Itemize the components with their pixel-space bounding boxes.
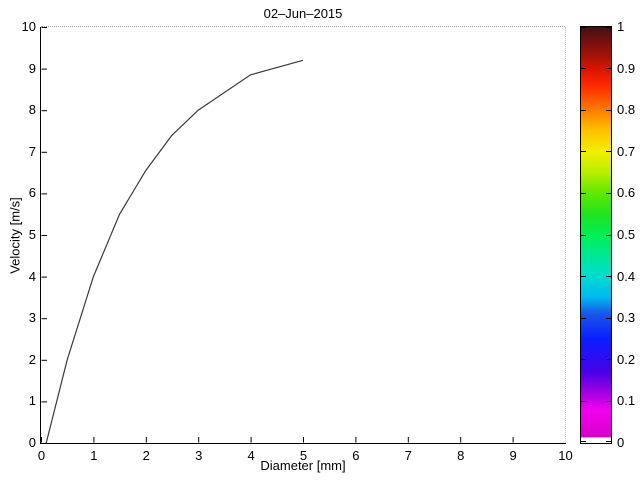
- colorbar-tick-label: 0.7: [617, 143, 636, 159]
- colorbar-tick-mark: [606, 317, 611, 319]
- colorbar-tick-mark: [606, 359, 611, 361]
- colorbar-tick-mark: [606, 27, 611, 28]
- plot-title: 02–Jun–2015: [263, 6, 343, 21]
- colorbar-tick-label: 1: [617, 19, 625, 34]
- colorbar-tick-label: 0.2: [617, 351, 636, 367]
- colorbar-tick-label: 0.6: [617, 185, 636, 201]
- colorbar-tick-mark: [581, 234, 586, 236]
- colorbar-tick-mark: [581, 151, 586, 153]
- colorbar-tick-mark: [606, 68, 611, 70]
- plot-area: [41, 27, 514, 443]
- colorbar-tick-mark: [581, 192, 586, 194]
- colorbar-tick-mark: [606, 234, 611, 236]
- x-axis-label: Diameter [mm]: [260, 458, 346, 473]
- colorbar-tick-mark: [581, 109, 586, 111]
- y-tick-label: 4: [28, 268, 36, 284]
- colorbar-tick-mark: [581, 400, 586, 402]
- colorbar-tick-label: 0.9: [617, 60, 636, 76]
- y-tick-label: 6: [28, 185, 36, 201]
- colorbar-tick-label: 0: [617, 435, 625, 450]
- y-axis-line: [40, 27, 41, 444]
- y-tick-label: 9: [28, 60, 36, 76]
- y-tick-label: 2: [28, 351, 36, 367]
- y-axis-label: Velocity [m/s]: [7, 197, 23, 274]
- colorbar-tick-mark: [606, 441, 611, 442]
- x-tick-label: 0: [37, 448, 46, 463]
- colorbar-tick-label: 0.4: [617, 268, 636, 284]
- colorbar-tick-label: 0.1: [617, 393, 636, 409]
- y-tick-label: 0: [28, 435, 36, 450]
- x-tick-label: 6: [352, 448, 360, 463]
- x-tick-label: 7: [404, 448, 412, 463]
- colorbar-tick-mark: [581, 276, 586, 278]
- colorbar-tick-mark: [606, 109, 611, 111]
- colorbar-tick-mark: [581, 68, 586, 70]
- colorbar-tick-mark: [606, 151, 611, 153]
- x-tick-label: 2: [142, 448, 150, 463]
- plot-box-top-edge: [41, 26, 565, 27]
- colorbar-tick-mark: [606, 276, 611, 278]
- colorbar-tick-mark: [606, 192, 611, 194]
- colorbar-tick-mark: [606, 400, 611, 402]
- y-tick-label: 1: [28, 393, 36, 409]
- x-tick-label: 5: [299, 448, 308, 463]
- y-tick-label: 7: [28, 143, 36, 159]
- y-tick-label: 5: [28, 227, 36, 242]
- colorbar-tick-label: 0.3: [617, 310, 636, 326]
- y-tick-label: 8: [28, 102, 36, 118]
- y-tick-label: 10: [21, 19, 36, 34]
- colorbar-tick-mark: [581, 317, 586, 319]
- colorbar-tick-mark: [581, 27, 586, 28]
- x-axis-line: [40, 443, 566, 444]
- colorbar-tick-mark: [581, 359, 586, 361]
- x-tick-label: 1: [90, 448, 98, 463]
- colorbar-tick-mark: [581, 441, 586, 442]
- colorbar-tick-label: 0.5: [617, 227, 636, 242]
- series-drop-terminal-velocity-curve: [45, 59, 304, 443]
- x-tick-label: 4: [247, 448, 255, 463]
- x-tick-label: 8: [457, 448, 465, 463]
- colorbar: [580, 26, 612, 444]
- x-tick-label: 10: [558, 448, 573, 463]
- plot-box-right-edge: [565, 27, 566, 443]
- x-tick-label: 3: [195, 448, 203, 463]
- x-tick-label: 9: [509, 448, 517, 463]
- colorbar-tick-label: 0.8: [617, 102, 636, 118]
- y-tick-label: 3: [28, 310, 36, 326]
